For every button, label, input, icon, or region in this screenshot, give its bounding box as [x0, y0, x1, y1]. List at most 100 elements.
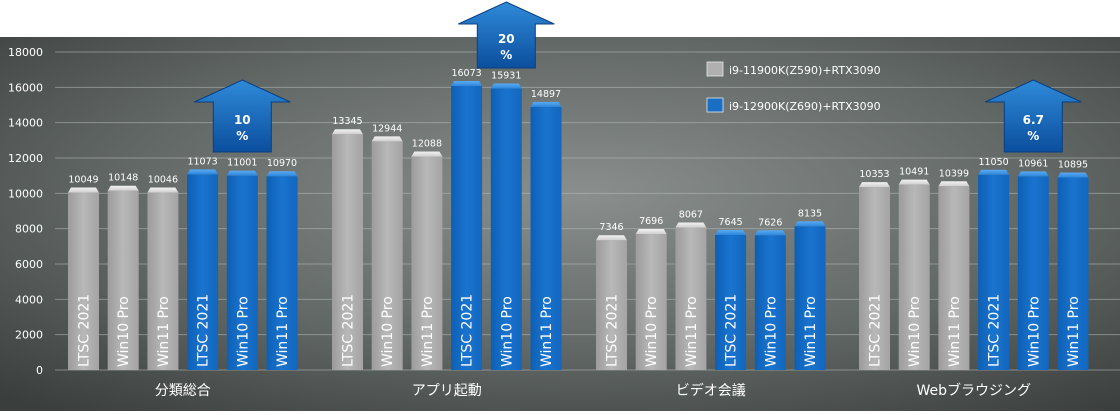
- bar-top-bevel: [332, 129, 363, 135]
- arrow-value: 20: [498, 32, 515, 46]
- bar: 10491 Win10 Pro: [898, 167, 930, 370]
- increase-arrow: 10%: [194, 79, 291, 153]
- bar-inner-label: LTSC 2021: [724, 294, 740, 367]
- y-tick-label: 6000: [15, 258, 43, 271]
- bar-face: [898, 184, 930, 370]
- data-label: 7346: [599, 222, 623, 233]
- data-label: 11050: [978, 157, 1008, 168]
- bar-inner-label: Win11 Pro: [275, 296, 291, 367]
- y-tick-label: 0: [36, 364, 43, 377]
- data-label: 12088: [412, 138, 442, 149]
- category-labels: 分類総合 アプリ起動 ビデオ会議 Webブラウジング: [155, 382, 1031, 399]
- bar-inner-label: LTSC 2021: [77, 294, 93, 367]
- bar: 16073 LTSC 2021: [451, 68, 483, 370]
- bar-inner-label: Win10 Pro: [1026, 296, 1042, 367]
- bar: 10399 Win11 Pro: [938, 168, 970, 370]
- bar-inner-label: Win10 Pro: [116, 296, 132, 367]
- bar-inner-label: LTSC 2021: [460, 294, 476, 367]
- y-tick-label: 12000: [8, 152, 43, 165]
- data-label: 16073: [451, 68, 481, 79]
- legend: i9-11900K(Z590)+RTX3090 i9-12900K(Z690)+R…: [706, 61, 881, 113]
- bar: 8067 Win11 Pro: [675, 209, 707, 370]
- data-label: 7626: [758, 217, 782, 228]
- bar-face: [147, 192, 179, 370]
- bar: 11073 LTSC 2021: [187, 156, 219, 370]
- bar-face: [675, 227, 707, 370]
- data-label: 10491: [899, 167, 929, 178]
- bar-top-bevel: [754, 230, 786, 236]
- bar-top-bevel: [898, 179, 930, 185]
- bar-top-bevel: [187, 169, 219, 175]
- bar-top-bevel: [596, 235, 627, 241]
- bar: 7346 LTSC 2021: [596, 222, 627, 370]
- data-label: 12944: [372, 123, 402, 134]
- bar: 12944 Win10 Pro: [371, 123, 403, 370]
- arrow-shape: [985, 79, 1082, 153]
- bar-top-bevel: [715, 229, 747, 235]
- y-tick-label: 18000: [8, 46, 43, 59]
- bar: 10148 Win10 Pro: [107, 173, 139, 370]
- bar-face: [266, 176, 298, 370]
- arrow-shape: [194, 79, 291, 153]
- arrow-unit: %: [236, 129, 248, 143]
- data-label: 10049: [68, 174, 98, 185]
- increase-arrow: 20%: [458, 1, 555, 69]
- bar: 10895 Win11 Pro: [1057, 160, 1089, 370]
- bar-face: [107, 190, 139, 370]
- bar-face: [1017, 176, 1049, 370]
- bar-face: [451, 86, 483, 370]
- bar-inner-label: Win10 Pro: [644, 296, 660, 367]
- arrow-value: 6.7: [1023, 113, 1044, 127]
- data-label: 10895: [1058, 160, 1088, 171]
- bar-face: [754, 235, 786, 370]
- bar-face: [978, 174, 1010, 370]
- bar-inner-label: Win11 Pro: [684, 296, 700, 367]
- category-label: ビデオ会議: [676, 382, 746, 399]
- bar: 12088 Win11 Pro: [411, 138, 443, 370]
- bar: 13345 LTSC 2021: [332, 116, 363, 370]
- bar: 10046 Win11 Pro: [147, 175, 179, 370]
- bar: 10353 LTSC 2021: [859, 169, 890, 370]
- data-label: 11001: [227, 158, 257, 169]
- y-tick-label: 14000: [8, 117, 43, 130]
- data-label: 14897: [531, 89, 561, 100]
- bar-inner-label: Win10 Pro: [499, 296, 515, 367]
- bar-top-bevel: [859, 182, 890, 188]
- bar-top-bevel: [371, 136, 403, 142]
- data-label: 7696: [639, 216, 663, 227]
- increase-annotations: 10%20%6.7%: [194, 1, 1082, 153]
- bar-top-bevel: [266, 171, 298, 177]
- bar-top-bevel: [107, 185, 139, 191]
- data-label: 7645: [719, 217, 743, 228]
- data-label: 10353: [859, 169, 889, 180]
- bar-top-bevel: [451, 81, 483, 87]
- bar-inner-label: LTSC 2021: [196, 294, 212, 367]
- bar: 7645 LTSC 2021: [715, 217, 747, 370]
- bar-face: [635, 234, 667, 370]
- arrow-value: 10: [234, 113, 251, 127]
- y-tick-label: 10000: [8, 187, 43, 200]
- bar-inner-label: LTSC 2021: [987, 294, 1003, 367]
- data-label: 8067: [679, 209, 703, 220]
- category-label: Webブラウジング: [916, 382, 1031, 399]
- bar-inner-label: LTSC 2021: [341, 294, 357, 367]
- data-label: 13345: [332, 116, 362, 127]
- bar: 11001 Win10 Pro: [226, 158, 258, 370]
- bar-top-bevel: [978, 169, 1010, 175]
- bar: 14897 Win11 Pro: [530, 89, 562, 370]
- data-label: 10046: [148, 175, 178, 186]
- bar-inner-label: Win11 Pro: [803, 296, 819, 367]
- bar-face: [794, 226, 826, 370]
- bar: 10049 LTSC 2021: [68, 174, 99, 370]
- bar-top-bevel: [1057, 172, 1089, 178]
- legend-swatch: [706, 97, 724, 113]
- bar-inner-label: Win10 Pro: [907, 296, 923, 367]
- bar-top-bevel: [1017, 171, 1049, 177]
- increase-arrow: 6.7%: [985, 79, 1082, 153]
- y-tick-label: 2000: [15, 329, 43, 342]
- y-tick-label: 16000: [8, 81, 43, 94]
- legend-label: i9-12900K(Z690)+RTX3090: [729, 100, 881, 113]
- arrow-unit: %: [500, 48, 512, 62]
- bars: 10049 LTSC 2021 10148 Win10 Pro 10046 Win11 P…: [68, 68, 1089, 370]
